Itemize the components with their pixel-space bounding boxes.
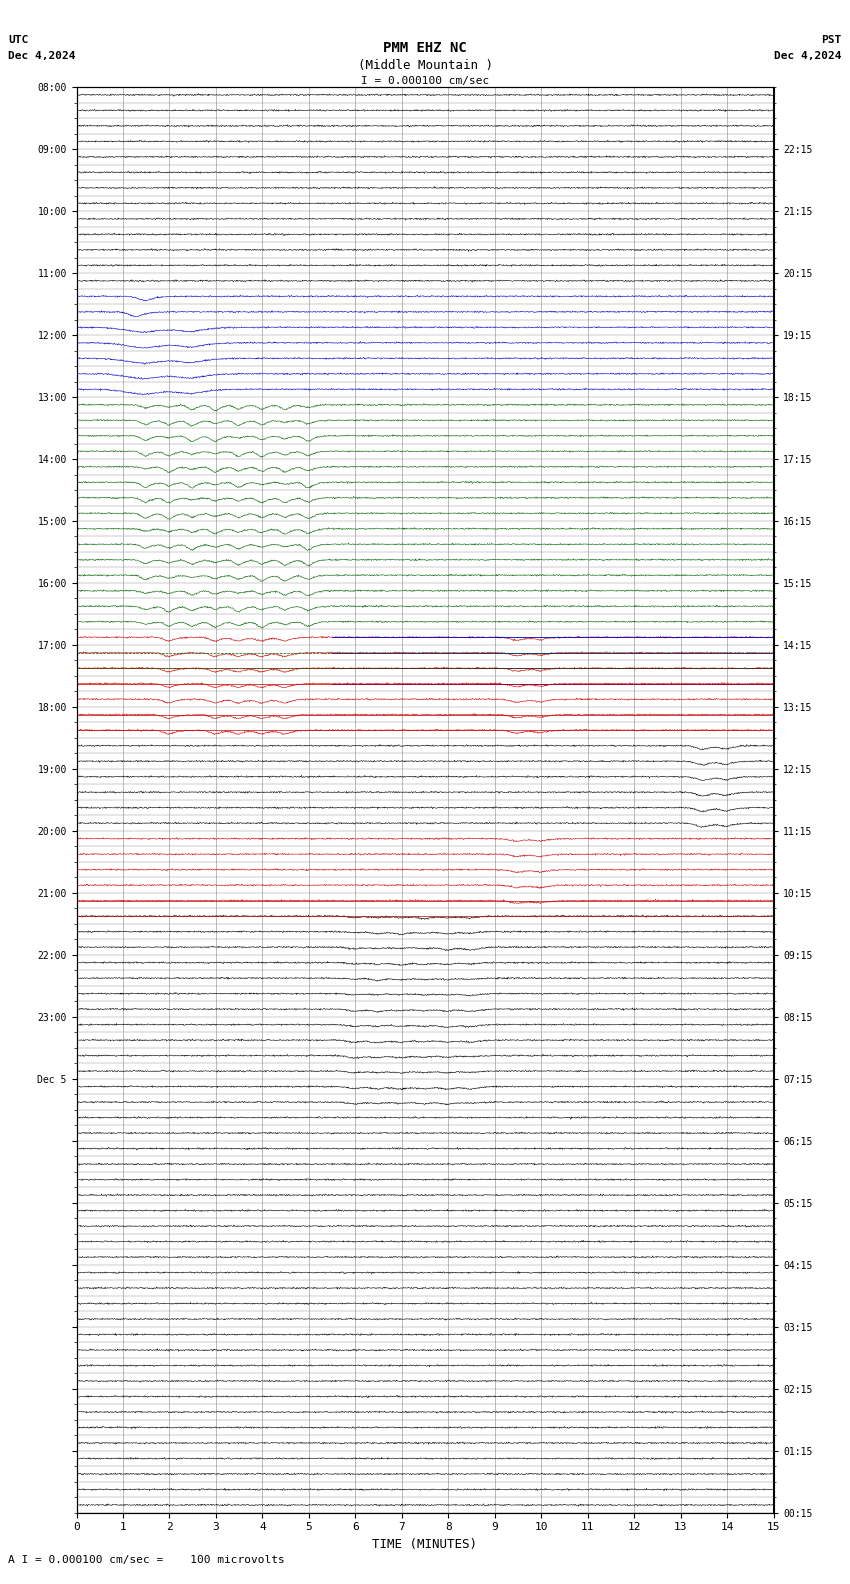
Text: Dec 4,2024: Dec 4,2024 <box>774 51 842 60</box>
Text: I = 0.000100 cm/sec: I = 0.000100 cm/sec <box>361 76 489 86</box>
X-axis label: TIME (MINUTES): TIME (MINUTES) <box>372 1538 478 1551</box>
Text: (Middle Mountain ): (Middle Mountain ) <box>358 59 492 71</box>
Text: PMM EHZ NC: PMM EHZ NC <box>383 41 467 55</box>
Text: UTC: UTC <box>8 35 29 44</box>
Text: A I = 0.000100 cm/sec =    100 microvolts: A I = 0.000100 cm/sec = 100 microvolts <box>8 1555 286 1565</box>
Text: PST: PST <box>821 35 842 44</box>
Text: Dec 4,2024: Dec 4,2024 <box>8 51 76 60</box>
